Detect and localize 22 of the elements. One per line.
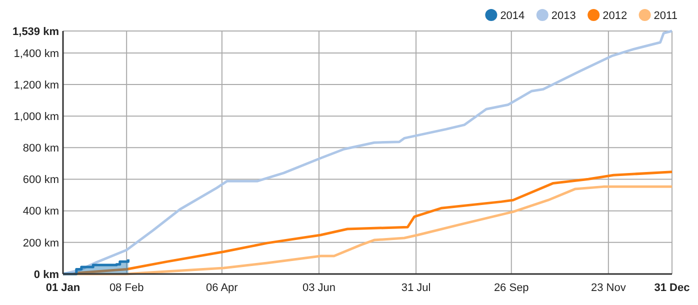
x-tick-label: 31 Dec [654,282,690,294]
y-tick-label: 800 km [22,142,59,155]
y-tick-label: 1,400 km [14,48,59,60]
x-tick-label: 03 Jun [302,282,336,294]
x-tick-label: 23 Nov [590,282,626,294]
y-tick-label: 600 km [22,174,59,186]
legend-label: 2014 [500,10,525,22]
y-tick-label: 1,000 km [14,110,59,123]
legend-label: 2012 [602,10,628,22]
y-tick-label: 1,200 km [14,79,59,92]
x-tick-label: 06 Apr [206,282,238,294]
line-series [62,30,674,276]
y-tick-label: 1,539 km [12,26,60,38]
x-tick-label: 26 Sep [494,282,529,294]
y-tick-label: 400 km [22,206,59,218]
legend-label: 2011 [654,10,678,22]
x-tick-label: 08 Feb [109,282,144,294]
x-tick-label: 31 Jul [401,282,431,294]
x-tick-label: 01 Jan [46,282,80,294]
legend-label: 2013 [551,10,576,22]
y-tick-label: 0 km [34,268,60,281]
y-tick-label: 200 km [22,237,59,250]
